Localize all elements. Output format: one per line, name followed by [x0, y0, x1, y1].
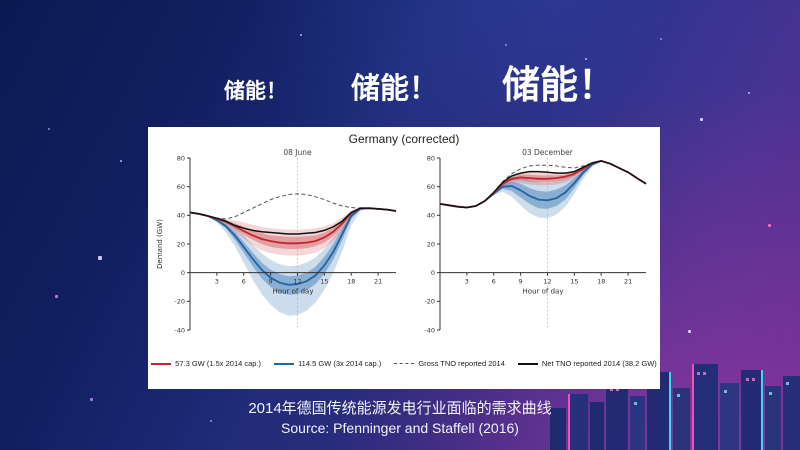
- svg-text:18: 18: [347, 278, 355, 286]
- legend-item: 57.3 GW (1.5x 2014 cap.): [151, 359, 261, 368]
- svg-text:Hour of day: Hour of day: [273, 288, 314, 296]
- svg-text:12: 12: [543, 278, 551, 286]
- chart-panel-december: -40 -20 0 20 40 60 80 3 6 9 12 15 18 21 Hour of day 03 …: [404, 146, 654, 357]
- star-dot: [688, 330, 691, 333]
- chart-panel-june: -40 -20 0 20 40 60 80 3 6 9 12 15 18 21 Hour of day 08 …: [154, 146, 404, 357]
- svg-text:12: 12: [293, 278, 301, 286]
- star-dot: [505, 44, 507, 46]
- star-dot: [300, 34, 302, 36]
- chart-panels: -40 -20 0 20 40 60 80 3 6 9 12 15 18 21 Hour of day 08 …: [148, 146, 660, 357]
- title-small: 储能！: [223, 80, 287, 103]
- svg-text:60: 60: [177, 183, 185, 191]
- star-dot: [748, 92, 750, 94]
- legend-label: 57.3 GW (1.5x 2014 cap.): [175, 359, 262, 368]
- svg-text:18: 18: [597, 278, 605, 286]
- title-medium: 储能！: [350, 73, 438, 105]
- svg-text:9: 9: [269, 278, 273, 286]
- svg-text:20: 20: [427, 240, 435, 248]
- legend-item: 114.5 GW (3x 2014 cap.): [274, 359, 381, 368]
- svg-text:9: 9: [519, 278, 523, 286]
- legend-item: Net TNO reported 2014 (38.2 GW): [517, 359, 657, 368]
- svg-text:40: 40: [177, 212, 185, 220]
- svg-text:-20: -20: [424, 298, 435, 306]
- legend-swatch-line: [151, 362, 172, 365]
- star-dot: [90, 398, 93, 401]
- chart-title: Germany (corrected): [348, 132, 460, 146]
- star-dot: [700, 118, 703, 121]
- source-line: Source: Pfenninger and Staffell (2016): [281, 420, 519, 436]
- svg-text:6: 6: [492, 278, 496, 286]
- title-row: 储能！ 储能！ 储能！: [0, 54, 800, 109]
- svg-text:-40: -40: [174, 326, 185, 334]
- city-skyline: [550, 364, 800, 450]
- chart-figure: Germany (corrected) -40 -20 0 20 40 60 80 3 6 9 12…: [148, 127, 660, 389]
- caption-line: 2014年德国传统能源发电行业面临的需求曲线: [248, 400, 552, 417]
- svg-text:21: 21: [374, 278, 382, 286]
- star-dot: [98, 256, 102, 260]
- svg-text:0: 0: [431, 269, 435, 277]
- star-dot: [55, 295, 58, 298]
- svg-text:Hour of day: Hour of day: [523, 288, 564, 296]
- star-dot: [120, 160, 122, 162]
- star-dot: [585, 58, 587, 60]
- chart-legend: 57.3 GW (1.5x 2014 cap.) 114.5 GW (3x 201…: [148, 359, 660, 368]
- svg-text:60: 60: [427, 183, 435, 191]
- star-dot: [768, 224, 771, 227]
- svg-text:15: 15: [320, 278, 328, 286]
- svg-text:08 June: 08 June: [283, 148, 312, 157]
- svg-text:15: 15: [570, 278, 578, 286]
- svg-text:3: 3: [215, 278, 219, 286]
- svg-text:3: 3: [465, 278, 469, 286]
- legend-swatch-line: [517, 362, 538, 365]
- star-dot: [210, 420, 212, 422]
- svg-text:-20: -20: [174, 298, 185, 306]
- svg-text:-40: -40: [424, 326, 435, 334]
- svg-text:20: 20: [177, 240, 185, 248]
- svg-text:21: 21: [624, 278, 632, 286]
- svg-text:6: 6: [242, 278, 246, 286]
- svg-text:03 December: 03 December: [522, 148, 574, 157]
- legend-label: Gross TNO reported 2014: [418, 359, 505, 368]
- svg-text:40: 40: [427, 212, 435, 220]
- svg-text:0: 0: [181, 269, 185, 277]
- legend-swatch-dashed: [394, 363, 415, 364]
- title-large: 储能！: [502, 65, 617, 107]
- star-dot: [48, 128, 50, 130]
- legend-item: Gross TNO reported 2014: [394, 359, 505, 368]
- legend-swatch-line: [274, 362, 295, 365]
- legend-label: 114.5 GW (3x 2014 cap.): [298, 359, 382, 368]
- svg-text:80: 80: [427, 154, 435, 162]
- svg-text:80: 80: [177, 154, 185, 162]
- svg-text:Demand (GW): Demand (GW): [156, 219, 164, 269]
- star-dot: [660, 38, 662, 40]
- legend-label: Net TNO reported 2014 (38.2 GW): [541, 359, 657, 368]
